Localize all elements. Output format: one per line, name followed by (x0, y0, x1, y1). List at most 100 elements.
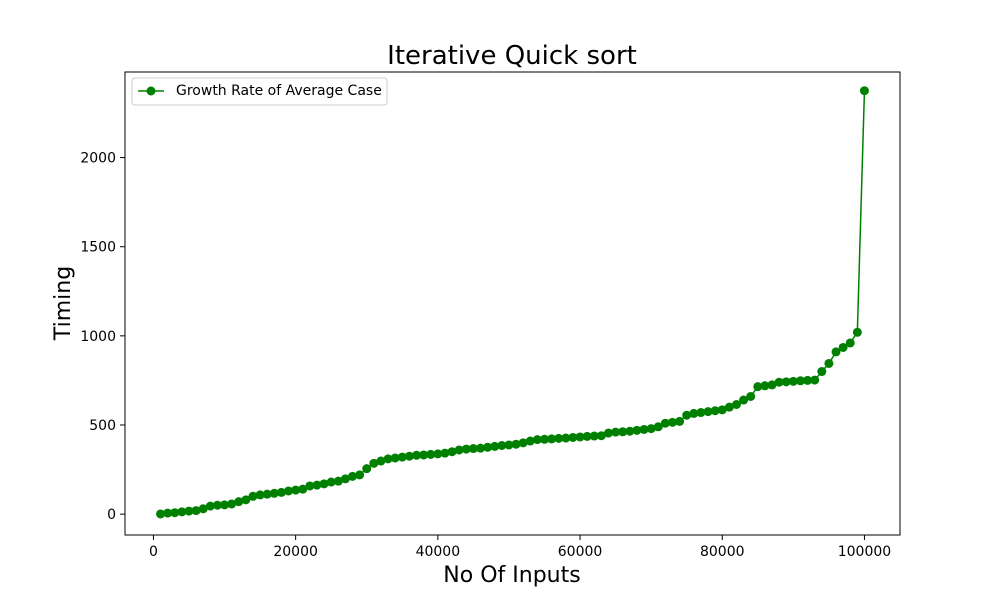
data-point (390, 453, 400, 463)
data-point (248, 491, 258, 501)
data-point (476, 443, 485, 453)
data-point (525, 436, 535, 446)
data-point (227, 499, 237, 509)
data-point (696, 408, 706, 418)
data-point (589, 431, 599, 441)
data-point (184, 506, 194, 516)
data-point (532, 435, 542, 445)
legend-marker-swatch (146, 86, 156, 96)
x-tick-label: 100000 (838, 544, 891, 560)
y-tick-label: 1500 (80, 240, 116, 256)
data-point (760, 381, 770, 391)
data-point (376, 456, 386, 466)
y-tick-label: 0 (107, 507, 116, 523)
data-point (170, 508, 180, 518)
data-point (177, 507, 187, 517)
data-point (276, 487, 286, 497)
data-point (447, 447, 457, 457)
data-point (234, 497, 244, 507)
data-point (191, 506, 201, 516)
data-point (340, 474, 350, 484)
data-point (319, 479, 329, 489)
x-axis-label: No Of Inputs (443, 563, 580, 588)
data-point (262, 489, 272, 499)
legend-label: Growth Rate of Average Case (176, 83, 382, 99)
data-point (717, 405, 727, 415)
data-point (675, 416, 685, 426)
data-point (795, 376, 805, 386)
y-tick-label: 500 (89, 418, 116, 434)
data-point (255, 490, 265, 500)
data-point (483, 442, 493, 452)
data-point (291, 485, 301, 495)
data-point (660, 418, 670, 428)
data-point (454, 445, 464, 455)
data-point (561, 433, 571, 443)
data-point (355, 470, 365, 480)
data-point (383, 454, 393, 464)
data-point (767, 380, 777, 390)
data-point (504, 440, 514, 450)
data-point (426, 449, 436, 459)
data-point (603, 428, 613, 438)
data-point (611, 427, 621, 437)
data-point (710, 406, 720, 416)
x-tick-label: 0 (149, 544, 158, 560)
data-point (198, 504, 208, 514)
data-point (582, 431, 592, 441)
data-point (156, 509, 166, 519)
data-point (739, 395, 749, 405)
data-point (511, 439, 521, 449)
x-tick-label: 40000 (416, 544, 461, 560)
data-point (731, 400, 741, 409)
data-point (461, 444, 471, 454)
data-point (596, 431, 606, 441)
data-point (667, 417, 677, 427)
data-point (682, 410, 692, 420)
data-point (298, 484, 308, 494)
chart-title: Iterative Quick sort (387, 41, 637, 71)
data-point (817, 367, 827, 377)
legend: Growth Rate of Average Case (131, 77, 388, 106)
data-point (362, 464, 372, 474)
data-point (333, 476, 343, 486)
data-point (305, 481, 315, 491)
x-tick-label: 60000 (558, 544, 603, 560)
data-point (497, 441, 507, 450)
data-point (220, 500, 230, 510)
data-point (241, 495, 251, 505)
data-point (540, 434, 549, 444)
data-point (852, 327, 862, 337)
data-point (639, 424, 649, 434)
data-point (397, 452, 407, 462)
data-point (838, 342, 848, 352)
data-point (781, 377, 791, 387)
data-point (803, 375, 813, 385)
data-point (724, 402, 734, 412)
y-tick-label: 2000 (80, 151, 116, 167)
data-point (746, 391, 756, 401)
data-point (788, 376, 798, 386)
data-point (575, 432, 585, 442)
y-tick-label: 1000 (80, 329, 116, 345)
data-point (831, 347, 841, 357)
data-point (810, 375, 820, 385)
data-point (646, 424, 656, 434)
data-point (404, 451, 414, 461)
data-point (554, 433, 564, 443)
data-point (163, 508, 173, 518)
plot-frame (124, 71, 901, 536)
data-point (568, 432, 578, 442)
data-point (212, 500, 222, 510)
data-point (369, 458, 379, 468)
data-point (348, 471, 358, 481)
y-axis-label: Timing (51, 266, 76, 341)
data-point (468, 444, 478, 454)
data-point (433, 449, 443, 459)
axes-layer: 0 20000 40000 60000 80000 100000 0 500 1000 1500 2… (80, 151, 891, 560)
data-point (703, 407, 713, 417)
data-point (419, 450, 429, 460)
data-point (653, 422, 663, 432)
data-point (689, 408, 699, 418)
